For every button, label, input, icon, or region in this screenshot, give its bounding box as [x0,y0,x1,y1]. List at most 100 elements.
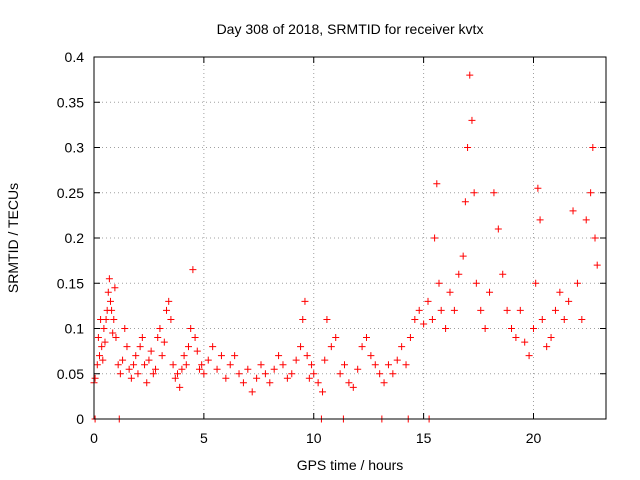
data-point [556,288,564,296]
data-point [198,361,206,369]
data-point [529,325,537,332]
data-point [538,315,546,323]
data-point [93,361,101,369]
data-point [398,343,406,351]
data-point [279,361,287,369]
y-tick-label: 0.2 [65,230,85,246]
data-point [437,306,445,314]
data-point [525,352,533,360]
data-point [226,361,234,369]
data-point [486,288,494,296]
data-point [560,315,568,323]
data-point [167,315,175,323]
data-point [193,347,201,355]
data-point [239,379,247,387]
data-point [104,288,112,296]
x-tick-label: 0 [90,430,98,446]
data-point [109,329,117,337]
data-point [308,361,316,369]
data-point [158,352,166,360]
data-point [455,270,463,278]
data-point [587,189,595,197]
data-point [180,352,188,360]
data-point [138,334,146,342]
data-point [389,370,397,378]
data-point [235,370,243,378]
data-point [466,71,474,79]
data-point [573,279,581,287]
y-tick-label: 0.05 [57,366,84,382]
data-point [433,180,441,188]
data-point [461,198,469,206]
data-point [288,370,296,378]
data-point [100,325,108,332]
data-point [512,334,520,342]
data-point [111,284,119,292]
data-point [299,315,307,323]
y-tick-label: 0.15 [57,275,84,291]
data-point [244,365,252,373]
data-point [145,356,153,364]
y-tick-label: 0.35 [57,94,84,110]
data-point [547,334,555,342]
data-point [257,361,265,369]
data-point [141,361,149,369]
data-point [464,144,472,151]
data-point [134,370,142,378]
data-point [156,325,164,332]
data-point [102,315,110,323]
data-point [99,356,107,364]
y-tick-label: 0.4 [65,49,85,65]
data-point [420,320,428,328]
data-point [424,297,432,305]
data-point [435,279,443,287]
data-point [358,343,366,351]
data-point [578,315,586,323]
plot-frame [93,56,607,420]
data-point [160,338,168,346]
y-tick-label: 0.25 [57,185,84,201]
data-point [292,356,300,364]
data-point [171,374,179,382]
data-point [380,379,388,387]
data-point [184,343,192,351]
data-point [231,352,239,360]
data-point [327,343,335,351]
y-tick-label: 0.1 [65,321,85,337]
data-point [431,234,439,242]
data-point [543,343,551,351]
data-point [121,325,129,332]
data-point [470,189,478,197]
data-point [303,352,311,360]
data-point [261,370,269,378]
data-point [536,216,544,224]
data-point [301,297,309,305]
data-point [371,361,379,369]
data-point [130,361,138,369]
data-point [591,234,599,242]
data-point [119,356,127,364]
data-point [106,297,114,305]
axis-ticks: 0 5 10 15 20 0 0.05 0.1 0.15 0.2 0.25 0.3 0.35 0.4 [57,49,606,446]
data-point [314,379,322,387]
data-point [163,306,171,314]
data-point [503,306,511,314]
data-point [534,184,542,192]
data-point [105,275,113,283]
data-point [321,356,329,364]
data-point [127,374,135,382]
data-point [459,252,467,260]
data-point [589,144,597,151]
data-point [411,315,419,323]
data-point [169,361,177,369]
data-point [565,297,573,305]
data-point [200,370,208,378]
data-point [176,383,184,391]
data-point [136,343,144,351]
data-point [415,306,423,314]
data-point [450,306,458,314]
data-point [319,388,327,396]
data-point [345,379,353,387]
data-point [367,352,375,360]
